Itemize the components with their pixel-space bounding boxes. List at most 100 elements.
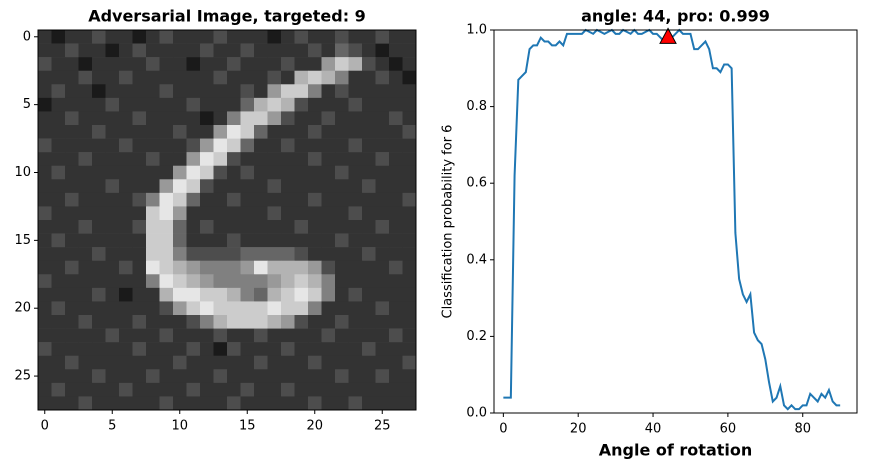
pixel: [362, 165, 376, 180]
pixel: [267, 328, 282, 343]
pixel: [335, 369, 349, 384]
pixel: [389, 328, 403, 343]
pixel: [402, 260, 417, 275]
pixel: [186, 301, 201, 316]
pixel: [321, 152, 336, 167]
pixel: [78, 342, 93, 357]
y-axis-label: Classification probability for 6: [441, 125, 456, 319]
pixel: [254, 152, 268, 167]
pixel: [240, 247, 255, 262]
y-tick-label: 0: [23, 29, 31, 44]
pixel: [200, 165, 214, 180]
pixel: [146, 328, 160, 343]
pixel: [240, 396, 255, 411]
pixel: [240, 70, 255, 85]
pixel: [227, 152, 241, 167]
pixel: [240, 43, 255, 58]
pixel: [362, 247, 376, 262]
x-tick-label: 20: [306, 419, 323, 434]
pixel: [254, 30, 268, 44]
pixel: [51, 57, 66, 72]
pixel: [321, 260, 336, 275]
pixel: [51, 152, 66, 167]
pixel: [389, 111, 403, 126]
pixel: [389, 97, 403, 112]
pixel: [105, 138, 120, 153]
pixel: [92, 233, 106, 248]
pixel: [173, 382, 187, 397]
pixel: [78, 247, 93, 262]
pixel: [281, 111, 295, 126]
pixel: [348, 111, 363, 126]
pixel: [348, 220, 363, 234]
pixel: [186, 192, 201, 207]
pixel: [132, 342, 147, 357]
pixel: [294, 287, 309, 302]
pixel: [132, 274, 147, 289]
pixel: [119, 315, 133, 329]
pixel: [146, 192, 160, 207]
pixel: [119, 233, 133, 248]
pixel: [92, 274, 106, 289]
pixel: [227, 43, 241, 58]
pixel: [51, 274, 66, 289]
pixel: [65, 220, 79, 234]
pixel: [186, 152, 201, 167]
pixel: [159, 287, 174, 302]
pixel: [132, 206, 147, 221]
pixel: [213, 220, 228, 234]
pixel: [281, 287, 295, 302]
pixel: [132, 260, 147, 275]
pixel: [362, 301, 376, 316]
pixel: [321, 192, 336, 207]
pixel: [78, 315, 93, 329]
pixel: [254, 138, 268, 153]
pixel: [375, 328, 390, 343]
pixel: [200, 30, 214, 44]
pixel: [348, 274, 363, 289]
pixel: [240, 220, 255, 234]
pixel: [51, 287, 66, 302]
pixel: [375, 206, 390, 221]
pixel: [227, 97, 241, 112]
pixel: [92, 301, 106, 316]
pixel: [38, 233, 52, 248]
pixel: [213, 328, 228, 343]
pixel: [389, 382, 403, 397]
pixel: [119, 247, 133, 262]
pixel: [92, 382, 106, 397]
y-tick-label: 15: [14, 233, 31, 248]
pixel: [375, 287, 390, 302]
pixel: [51, 111, 66, 126]
pixel: [213, 30, 228, 44]
pixel: [240, 355, 255, 370]
pixel: [294, 97, 309, 112]
pixel: [173, 396, 187, 411]
pixel: [213, 369, 228, 384]
pixel: [159, 355, 174, 370]
pixel: [240, 260, 255, 275]
pixel: [173, 152, 187, 167]
pixel: [375, 301, 390, 316]
pixel: [173, 355, 187, 370]
pixel: [78, 138, 93, 153]
pixel: [159, 233, 174, 248]
pixel: [65, 152, 79, 167]
pixel: [335, 342, 349, 357]
pixel: [294, 138, 309, 153]
pixel: [254, 70, 268, 85]
pixel: [38, 192, 52, 207]
pixel: [348, 287, 363, 302]
pixel: [348, 247, 363, 262]
pixel: [213, 125, 228, 139]
pixel: [173, 342, 187, 357]
pixel: [92, 260, 106, 275]
pixel: [240, 382, 255, 397]
pixel: [119, 355, 133, 370]
pixel: [362, 274, 376, 289]
pixel: [227, 84, 241, 99]
pixel: [227, 382, 241, 397]
pixel: [321, 57, 336, 72]
pixel: [389, 84, 403, 99]
pixel: [105, 369, 120, 384]
